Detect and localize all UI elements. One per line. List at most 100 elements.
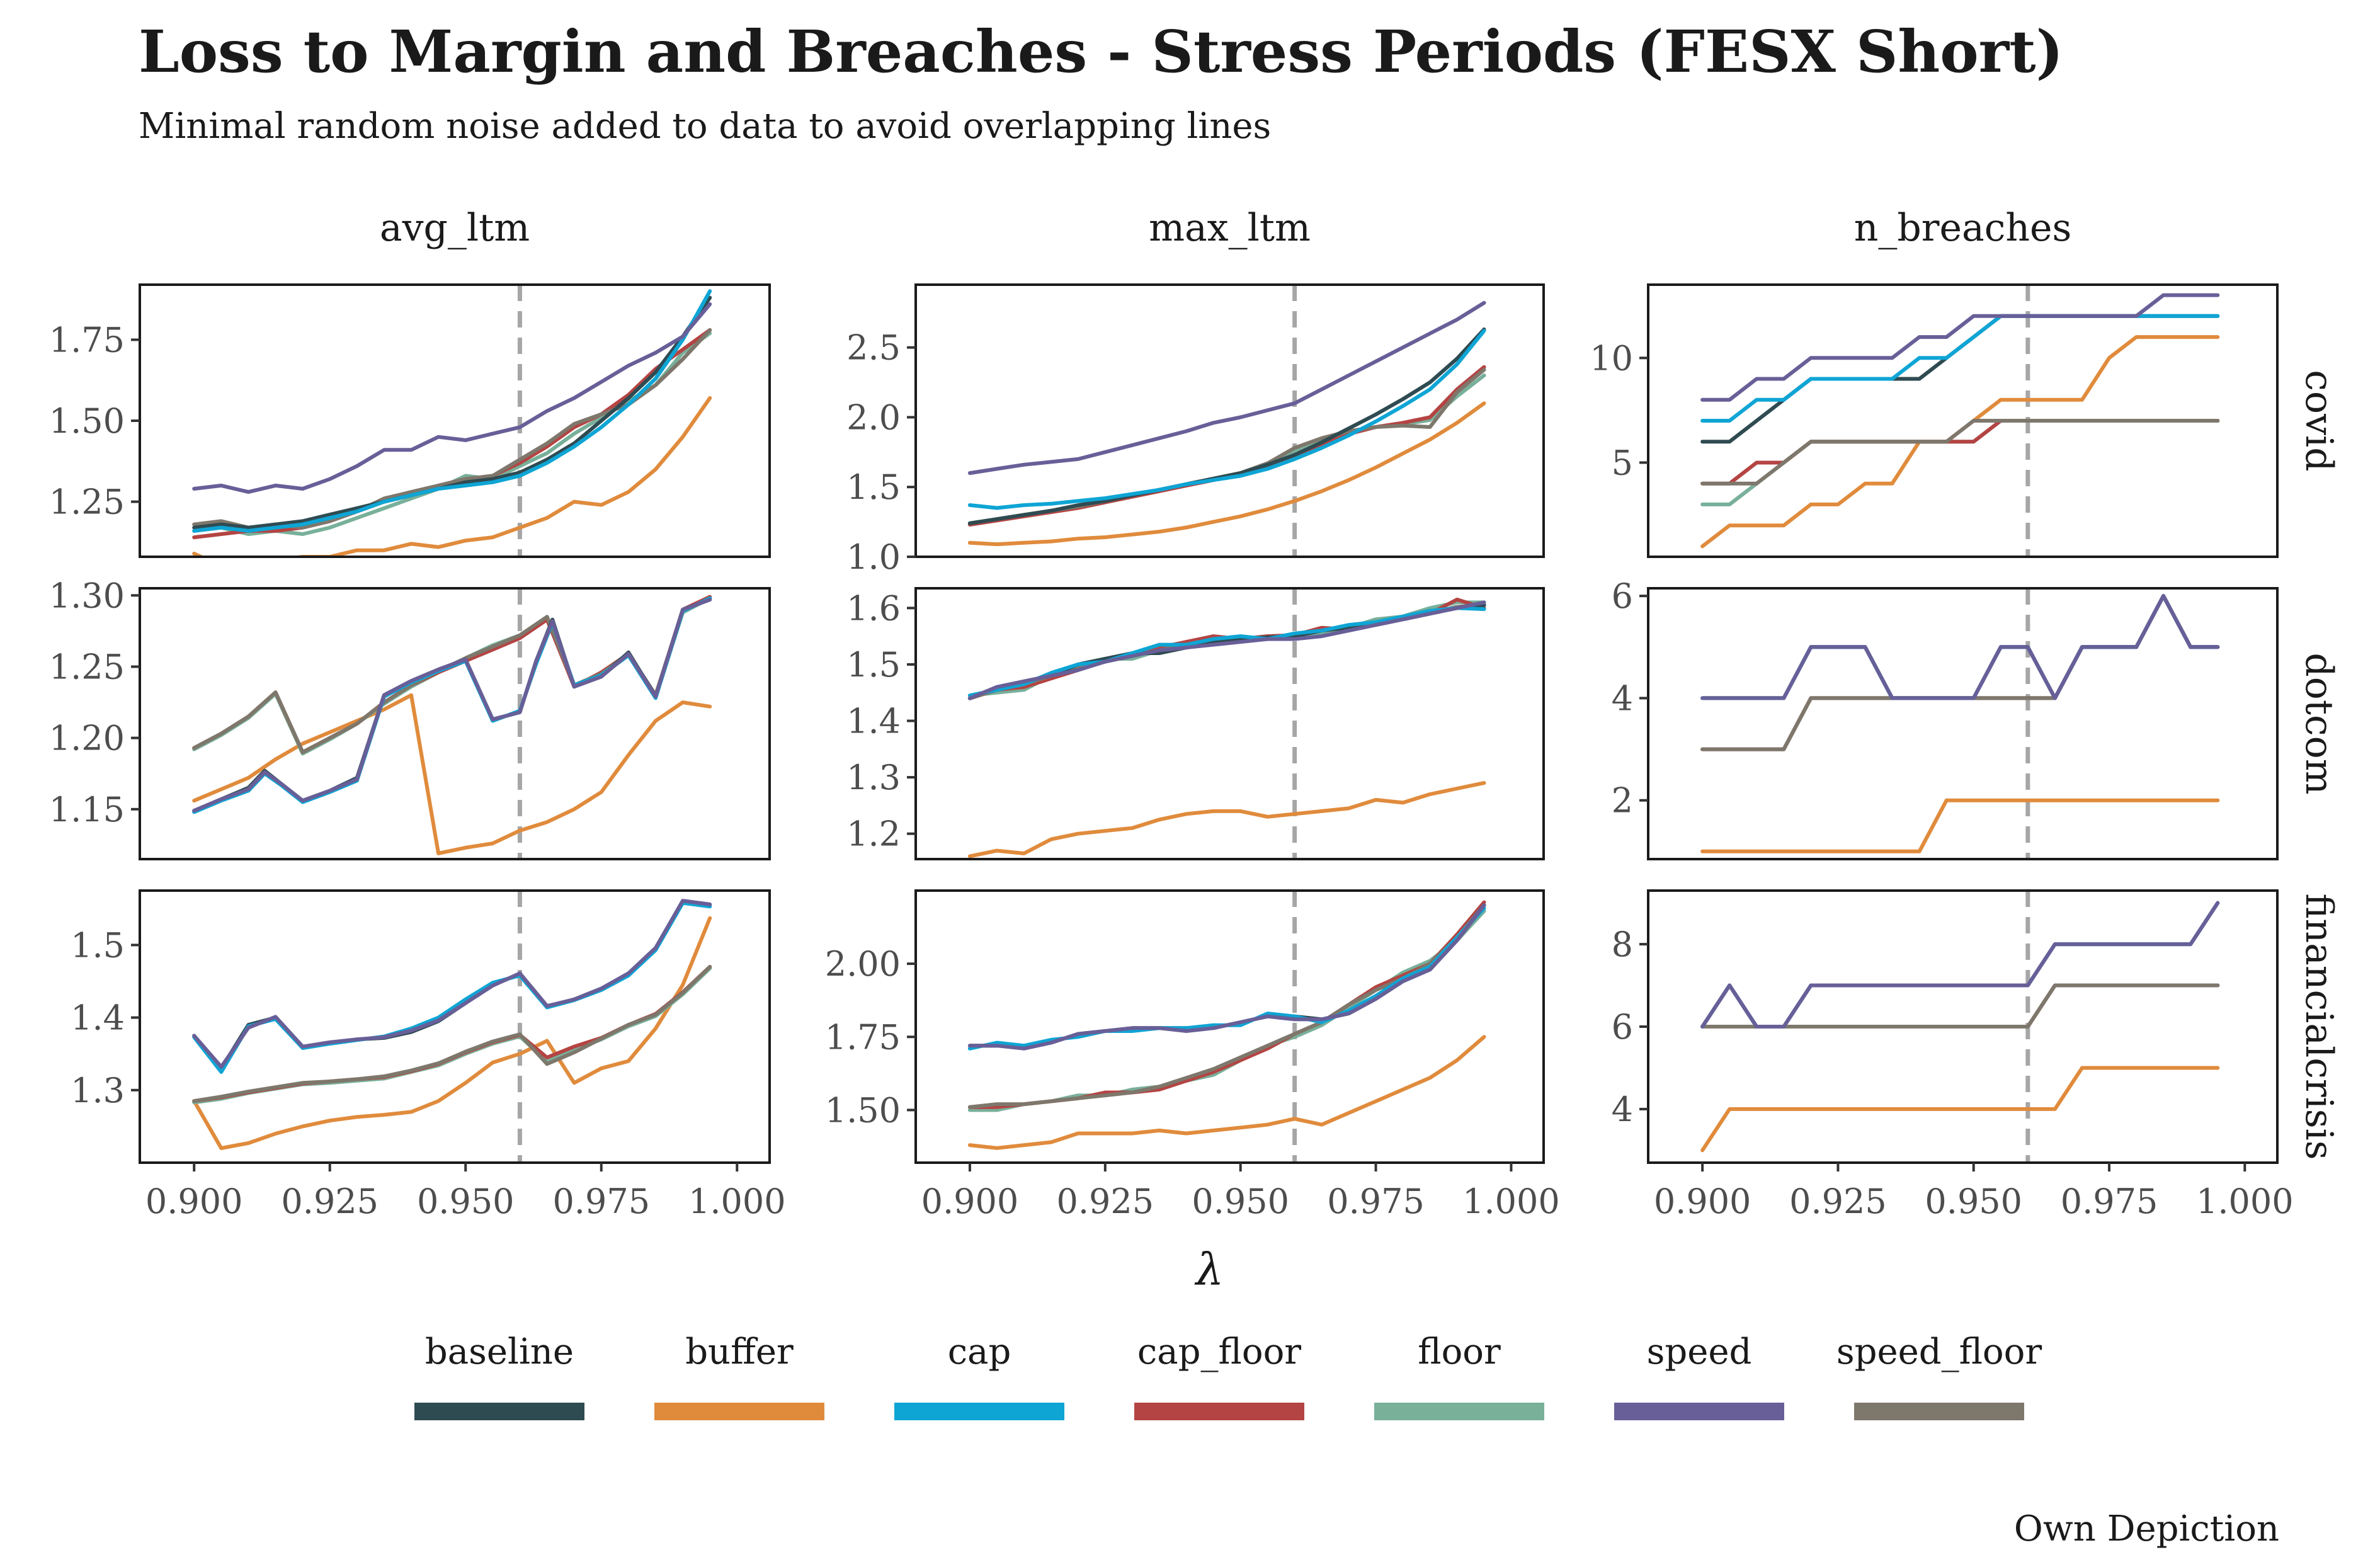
series-lines	[1700, 293, 2220, 549]
x-tick-label: 0.900	[145, 1182, 243, 1221]
series-line-cap_floor	[192, 595, 712, 755]
y-tick-label: 2	[1612, 781, 1633, 821]
x-tick-label: 0.925	[1789, 1182, 1887, 1221]
series-line-buffer	[192, 693, 712, 855]
panel-covid-n_breaches: 5 10	[1590, 283, 2279, 558]
legend-item-baseline: baseline	[414, 1331, 584, 1420]
legend-swatch	[1374, 1403, 1544, 1420]
facet-row-label: dotcom	[2297, 653, 2341, 794]
series-line-speed_floor	[1700, 594, 2220, 751]
series-line-speed	[192, 899, 712, 1069]
series-line-cap	[967, 606, 1486, 698]
series-lines	[1700, 901, 2220, 1153]
series-line-buffer	[1700, 798, 2220, 853]
facet-column-label: max_ltm	[1149, 206, 1311, 250]
y-tick-label: 1.20	[49, 719, 125, 758]
series-line-speed_floor	[192, 328, 712, 530]
legend-item-buffer: buffer	[654, 1331, 824, 1420]
series-line-cap	[192, 289, 712, 533]
y-tick-label: 1.15	[49, 790, 125, 829]
series-line-cap_floor	[967, 365, 1486, 527]
legend-item-speed: speed	[1614, 1331, 1784, 1420]
series-line-speed_floor	[192, 596, 712, 755]
series-line-buffer	[967, 401, 1486, 547]
series-lines	[192, 289, 712, 557]
facet-column-label: n_breaches	[1854, 206, 2072, 250]
panel-covid-max_ltm: 1.0 1.5 2.0 2.5	[846, 283, 1545, 577]
legend-item-cap_floor: cap_floor	[1134, 1331, 1304, 1420]
chart-title: Loss to Margin and Breaches - Stress Per…	[139, 18, 2064, 86]
series-lines	[192, 595, 712, 855]
series-line-baseline	[192, 295, 712, 530]
panel-financialcrisis-avg_ltm: 1.3 1.4 1.5 0.900 0.925 0.950 0.975 1.000	[71, 889, 786, 1221]
legend-label: cap	[948, 1331, 1011, 1372]
series-line-speed	[1700, 293, 2220, 402]
series-line-floor	[967, 909, 1486, 1112]
panel-border	[139, 889, 771, 1164]
x-tick-label: 0.925	[1057, 1182, 1154, 1221]
series-line-speed_floor	[967, 903, 1486, 1109]
y-tick-label: 4	[1612, 1090, 1633, 1129]
legend-label: floor	[1418, 1331, 1501, 1372]
series-line-buffer	[967, 1035, 1486, 1150]
series-line-speed_floor	[967, 368, 1486, 525]
x-tick-label: 0.925	[281, 1182, 379, 1221]
panel-dotcom-max_ltm: 1.2 1.3 1.4 1.5 1.6	[846, 587, 1545, 860]
panel-border	[139, 283, 771, 558]
series-line-baseline	[192, 899, 712, 1071]
panel-border	[1647, 283, 2279, 558]
series-line-speed	[192, 598, 712, 813]
y-tick-label: 8	[1612, 925, 1633, 964]
series-lines	[1700, 594, 2220, 853]
legend-label: speed_floor	[1836, 1331, 2042, 1372]
legend-label: baseline	[425, 1331, 574, 1372]
y-tick-label: 1.25	[49, 647, 125, 687]
series-line-speed	[1700, 901, 2220, 1029]
y-tick-label: 6	[1612, 576, 1633, 616]
y-tick-label: 1.3	[71, 1071, 125, 1110]
series-line-floor	[192, 966, 712, 1105]
panel-border	[914, 587, 1545, 860]
legend-label: cap_floor	[1137, 1331, 1301, 1372]
y-tick-label: 1.4	[846, 702, 901, 741]
y-tick-label: 1.5	[846, 645, 901, 685]
y-tick-label: 1.50	[825, 1090, 901, 1130]
x-tick-label: 0.950	[417, 1182, 515, 1221]
y-tick-label: 1.3	[846, 758, 901, 797]
panel-covid-avg_ltm: 1.25 1.50 1.75	[49, 283, 771, 558]
y-tick-label: 1.0	[846, 537, 901, 577]
caption: Own Depiction	[2013, 1508, 2279, 1549]
panel-financialcrisis-max_ltm: 1.50 1.75 2.00 0.900 0.925 0.950 0.975 1.000	[825, 889, 1560, 1221]
y-tick-label: 2.00	[825, 944, 901, 984]
x-axis-title: λ	[1194, 1244, 1224, 1296]
x-tick-label: 0.900	[921, 1182, 1019, 1221]
y-tick-label: 1.30	[49, 576, 125, 615]
x-tick-label: 0.975	[552, 1182, 650, 1221]
series-line-cap	[1700, 594, 2220, 700]
series-lines	[967, 900, 1486, 1150]
panel-financialcrisis-n_breaches: 4 6 8 0.900 0.925 0.950 0.975 1.000	[1612, 889, 2294, 1221]
series-line-floor	[192, 596, 712, 756]
facet-column-label: avg_ltm	[380, 206, 530, 250]
y-tick-label: 1.2	[846, 814, 901, 854]
x-tick-label: 0.950	[1925, 1182, 2022, 1221]
legend-swatch	[1854, 1403, 2024, 1420]
y-tick-label: 10	[1590, 338, 1633, 378]
series-line-baseline	[1700, 901, 2220, 1029]
facet-row-label: financialcrisis	[2297, 893, 2341, 1160]
series-lines	[967, 597, 1486, 858]
series-line-cap	[1700, 901, 2220, 1029]
legend-swatch	[1134, 1403, 1304, 1420]
series-line-floor	[1700, 594, 2220, 751]
panel-border	[139, 587, 771, 860]
legend-swatch	[894, 1403, 1064, 1420]
series-line-buffer	[192, 916, 712, 1150]
series-line-cap_floor	[967, 900, 1486, 1109]
series-line-speed	[192, 302, 712, 494]
legend-swatch	[1614, 1403, 1784, 1420]
legend-item-floor: floor	[1374, 1331, 1544, 1420]
x-tick-label: 1.000	[1462, 1182, 1560, 1221]
